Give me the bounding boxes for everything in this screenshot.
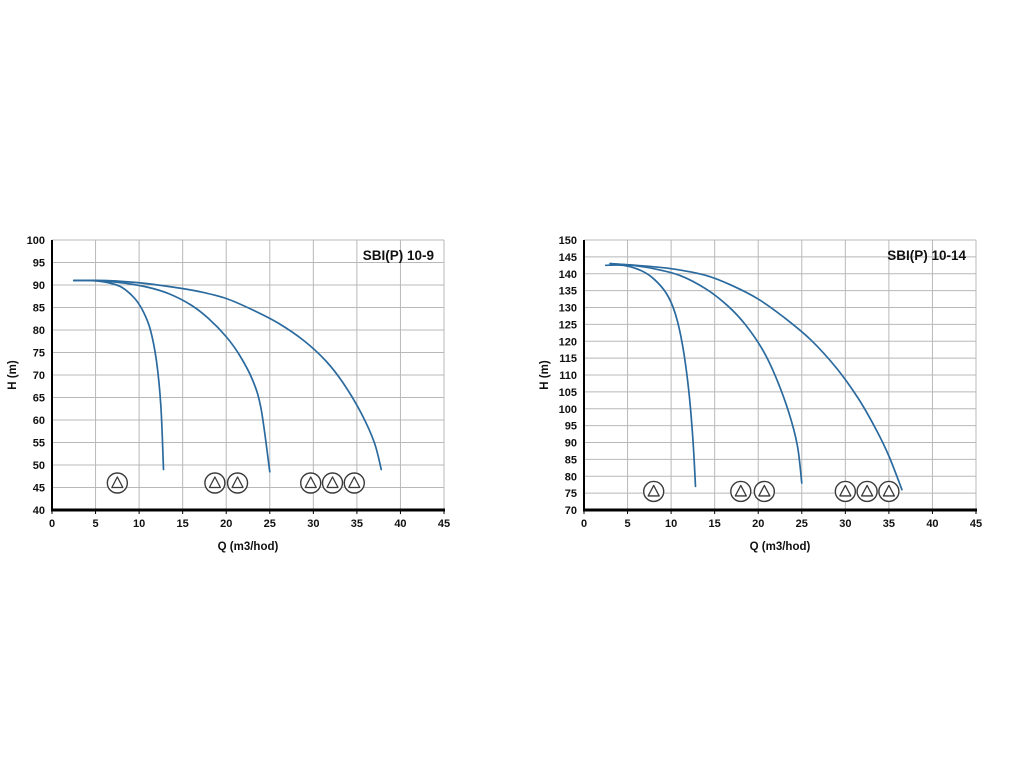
x-tick-label: 10	[133, 518, 145, 530]
tick-labels: 0 5 10 15 20 25 30 35 40 45 70 75 80 85 90 95 100 105 110 1…	[559, 235, 982, 530]
curves	[72, 279, 383, 473]
y-tick-label: 110	[559, 370, 577, 382]
x-tick-label: 25	[796, 518, 808, 530]
pump-icon	[226, 472, 249, 494]
y-tick-label: 70	[33, 370, 45, 382]
x-tick-label: 5	[624, 518, 630, 530]
pump-icon	[106, 472, 129, 494]
y-tick-label: 125	[559, 319, 577, 331]
pump-curve-chart: 0 5 10 15 20 25 30 35 40 45 40 45 50 55 60 65 70 75 80 85 90…	[7, 235, 450, 553]
y-tick-label: 95	[565, 421, 577, 433]
chart-title: SBI(P) 10-14	[887, 248, 966, 263]
y-tick-label: 40	[33, 505, 45, 517]
y-tick-label: 100	[27, 235, 45, 247]
y-tick-label: 75	[33, 348, 45, 360]
y-tick-label: 105	[559, 387, 577, 399]
y-tick-label: 100	[559, 404, 577, 416]
x-tick-label: 45	[970, 518, 982, 530]
y-tick-label: 85	[33, 303, 45, 315]
pump-icon	[730, 480, 752, 503]
x-tick-label: 30	[839, 518, 851, 530]
pump-icons	[642, 480, 900, 503]
x-tick-label: 40	[394, 518, 406, 530]
x-tick-label: 20	[220, 518, 232, 530]
x-tick-label: 25	[264, 518, 276, 530]
2-pump-curve	[72, 279, 271, 473]
pump-icons	[106, 472, 365, 494]
pump-icon	[753, 480, 776, 503]
y-tick-label: 85	[565, 454, 577, 466]
y-tick-label: 55	[33, 438, 45, 450]
pump-icon	[878, 480, 900, 503]
y-tick-label: 70	[565, 505, 577, 517]
3-pump-curve	[72, 279, 383, 471]
curves	[604, 262, 903, 491]
chart-title: SBI(P) 10-9	[363, 248, 434, 263]
y-tick-label: 50	[33, 460, 45, 472]
x-tick-label: 20	[752, 518, 764, 530]
pump-icon	[321, 472, 344, 494]
y-tick-label: 145	[559, 252, 577, 264]
pump-icon	[300, 472, 322, 494]
2-pump-curve	[609, 262, 803, 484]
y-tick-label: 80	[33, 325, 45, 337]
x-tick-label: 0	[49, 518, 55, 530]
x-axis-label: Q (m3/hod)	[218, 541, 279, 553]
pump-icon	[642, 480, 665, 503]
y-tick-label: 150	[559, 235, 577, 247]
x-tick-label: 45	[438, 518, 450, 530]
x-tick-label: 30	[307, 518, 319, 530]
pump-curve-chart: 0 5 10 15 20 25 30 35 40 45 70 75 80 85 90 95 100 105 110 1…	[539, 235, 982, 553]
x-tick-label: 35	[351, 518, 363, 530]
y-tick-label: 90	[33, 280, 45, 292]
chart-sbip-10-9: 0 5 10 15 20 25 30 35 40 45 40 45 50 55 60 65 70 75 80 85 90…	[4, 228, 454, 558]
chart-sbip-10-14: 0 5 10 15 20 25 30 35 40 45 70 75 80 85 90 95 100 105 110 1…	[536, 228, 986, 558]
pump-icon	[856, 480, 878, 503]
3-pump-curve	[609, 262, 903, 491]
x-tick-label: 10	[665, 518, 677, 530]
x-tick-label: 35	[883, 518, 895, 530]
y-tick-label: 60	[33, 415, 45, 427]
y-tick-label: 90	[565, 438, 577, 450]
y-tick-label: 120	[559, 336, 577, 348]
pump-icon	[834, 480, 857, 503]
pump-icon	[343, 472, 365, 494]
x-tick-label: 15	[709, 518, 721, 530]
y-tick-label: 45	[33, 483, 45, 495]
y-tick-label: 135	[559, 286, 577, 298]
y-tick-label: 75	[565, 488, 577, 500]
1-pump-curve	[604, 264, 697, 488]
tick-labels: 0 5 10 15 20 25 30 35 40 45 40 45 50 55 60 65 70 75 80 85 90…	[27, 235, 450, 530]
x-tick-label: 40	[926, 518, 938, 530]
y-tick-label: 80	[565, 471, 577, 483]
y-axis-label: H (m)	[7, 360, 19, 390]
y-tick-label: 130	[559, 303, 577, 315]
y-tick-label: 65	[33, 393, 45, 405]
x-axis-label: Q (m3/hod)	[750, 541, 811, 553]
x-tick-label: 5	[92, 518, 98, 530]
y-axis-label: H (m)	[539, 360, 551, 390]
x-tick-label: 15	[177, 518, 189, 530]
gridlines	[584, 239, 977, 510]
y-tick-label: 95	[33, 258, 45, 270]
pump-icon	[204, 472, 226, 494]
y-tick-label: 115	[559, 353, 577, 365]
x-tick-label: 0	[581, 518, 587, 530]
y-tick-label: 140	[559, 269, 577, 281]
